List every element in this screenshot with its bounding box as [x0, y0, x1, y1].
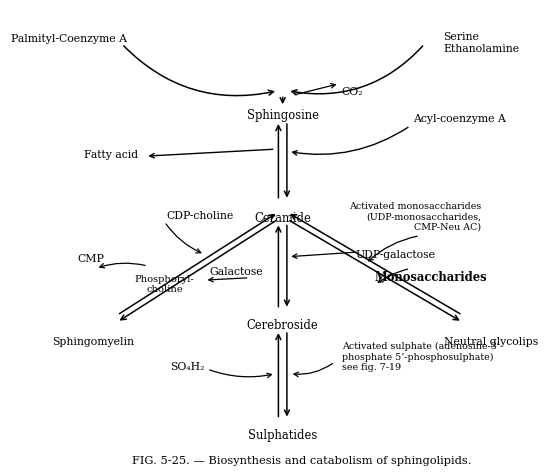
- Text: Monosaccharides: Monosaccharides: [375, 271, 487, 284]
- Text: CMP: CMP: [78, 254, 104, 264]
- Text: Sulphatides: Sulphatides: [248, 429, 317, 442]
- Text: Galactose: Galactose: [210, 267, 263, 277]
- Text: CO₂: CO₂: [342, 87, 363, 97]
- Text: Ethanolamine: Ethanolamine: [444, 44, 520, 54]
- Text: Acyl-coenzyme A: Acyl-coenzyme A: [413, 114, 505, 124]
- Text: Palmityl-Coenzyme A: Palmityl-Coenzyme A: [10, 34, 126, 44]
- Text: UDP-galactose: UDP-galactose: [356, 250, 436, 260]
- Text: Activated sulphate (adenosine-3’
phosphate 5’-phosphosulphate)
see fig. 7-19: Activated sulphate (adenosine-3’ phospha…: [342, 342, 499, 372]
- Text: FIG. 5-25. — Biosynthesis and catabolism of sphingolipids.: FIG. 5-25. — Biosynthesis and catabolism…: [132, 456, 472, 466]
- Text: Sphingomyelin: Sphingomyelin: [53, 337, 135, 347]
- Text: Fatty acid: Fatty acid: [84, 150, 138, 160]
- Text: Ceramide: Ceramide: [254, 212, 311, 225]
- Text: CDP-choline: CDP-choline: [167, 211, 234, 221]
- Text: Cerebroside: Cerebroside: [247, 319, 318, 332]
- Text: SO₄H₂: SO₄H₂: [170, 362, 205, 372]
- Text: Sphingosine: Sphingosine: [247, 109, 319, 121]
- Text: Serine: Serine: [444, 32, 479, 42]
- Text: Neutral glycolips: Neutral glycolips: [444, 337, 538, 347]
- Text: Phosphoryl-
choline: Phosphoryl- choline: [135, 275, 194, 295]
- Text: Activated monosaccharides
(UDP-monosaccharides,
CMP-Neu AC): Activated monosaccharides (UDP-monosacch…: [349, 202, 481, 232]
